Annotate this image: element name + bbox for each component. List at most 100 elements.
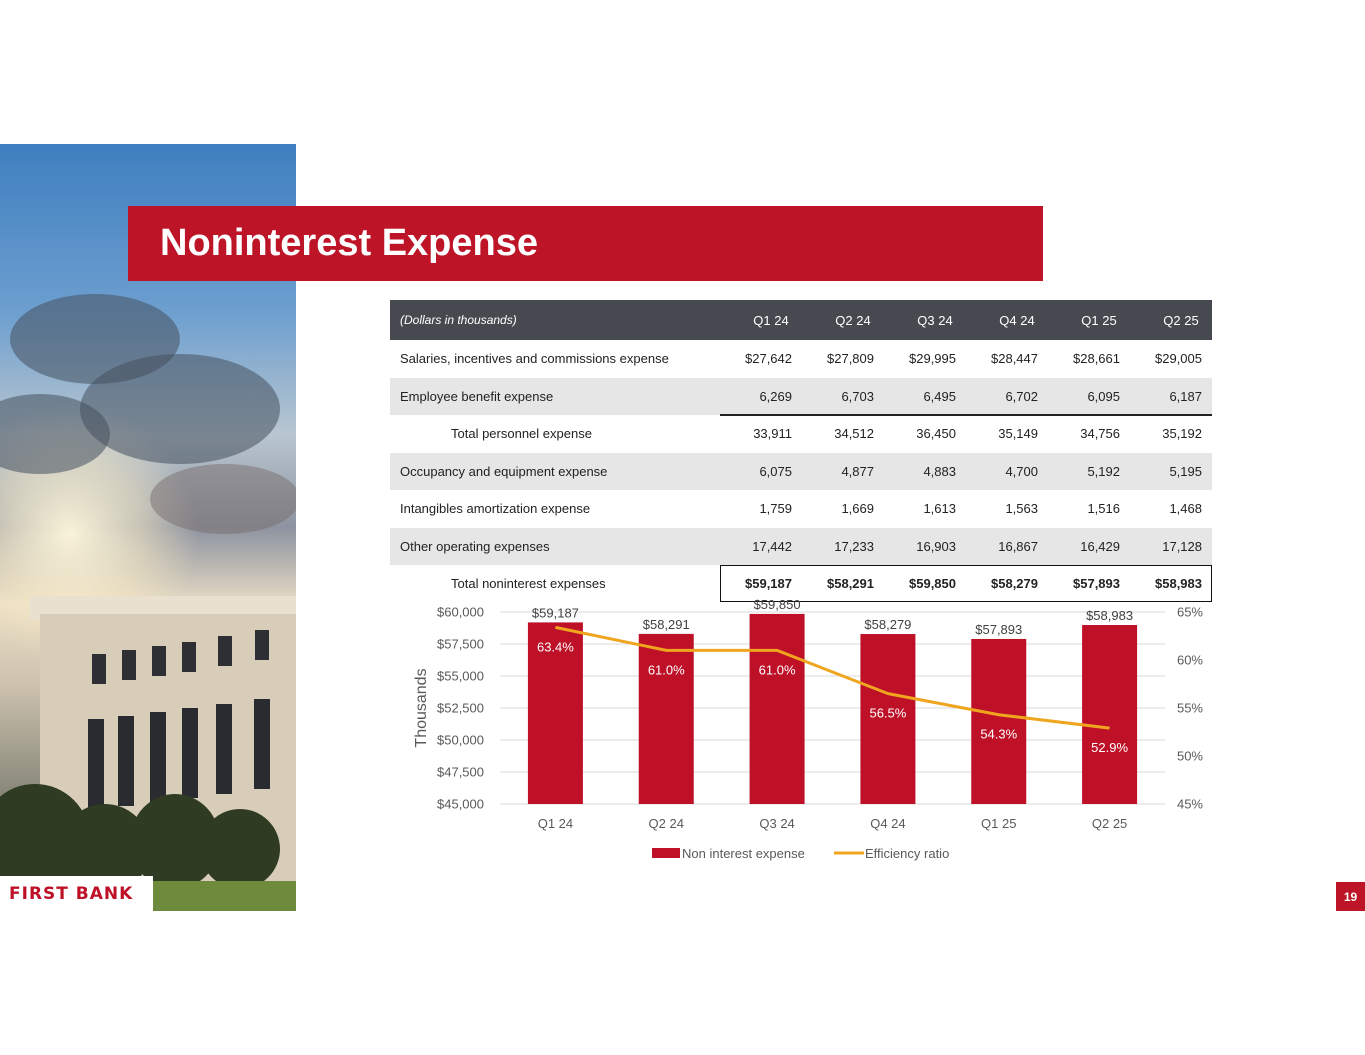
legend-label: Efficiency ratio [865,846,949,861]
line-data-label: 54.3% [980,727,1017,742]
column-header: Q3 24 [917,312,953,328]
table-row: Intangibles amortization expense 1,759 1… [390,490,1212,528]
bar [1082,625,1138,804]
table-row: Other operating expenses 17,442 17,233 1… [390,527,1212,565]
y-tick-label: $55,000 [437,669,484,684]
bar-data-label: $58,983 [1086,608,1133,623]
subtotal-rule [720,414,1212,416]
bar-data-label: $57,893 [975,622,1022,637]
table-cell: $29,995 [909,351,956,367]
table-cell: 33,911 [753,426,792,442]
table-row: Salaries, incentives and commissions exp… [390,340,1212,378]
row-label: Other operating expenses [400,538,550,554]
table-header-label: (Dollars in thousands) [400,313,517,327]
page-title: Noninterest Expense [160,222,538,264]
column-header: Q4 24 [999,312,1035,328]
table-cell: 16,867 [998,538,1038,554]
x-tick-label: Q2 24 [649,816,684,831]
table-cell: $27,642 [745,351,792,367]
table-cell: 6,703 [841,388,874,404]
line-data-label: 61.0% [648,662,685,677]
y2-tick-label: 50% [1177,749,1203,764]
table-cell: $59,850 [909,576,956,591]
title-bar: Noninterest Expense [128,206,1043,281]
table-cell: 1,516 [1087,501,1120,517]
table-cell: $29,005 [1155,351,1202,367]
table-cell: $57,893 [1073,576,1120,591]
y2-tick-label: 60% [1177,653,1203,668]
table-cell: 17,442 [752,538,792,554]
table-cell: 6,187 [1169,388,1202,404]
table-cell: $28,661 [1073,351,1120,367]
column-header: Q2 25 [1163,312,1199,328]
table-cell: 1,613 [923,501,956,517]
legend-swatch-bar [652,848,680,858]
table-cell: 1,468 [1169,501,1202,517]
bar-data-label: $59,187 [532,605,579,620]
table-cell: 6,495 [923,388,956,404]
bar-data-label: $59,850 [754,597,801,612]
table-cell: 1,759 [759,501,792,517]
y-axis-title: Thousands [413,668,430,747]
table-header: (Dollars in thousands) Q1 24 Q2 24 Q3 24… [390,300,1212,340]
table-cell: 16,903 [916,538,956,554]
table-cell: 16,429 [1080,538,1120,554]
table-total-row: Total noninterest expenses $59,187 $58,2… [390,565,1212,602]
table-cell: 6,095 [1087,388,1120,404]
y-tick-label: $57,500 [437,637,484,652]
logo-text: FIRST BANK [9,883,134,904]
line-data-label: 56.5% [869,706,906,721]
table-row: Total personnel expense 33,911 34,512 36… [390,414,1212,453]
bar [638,633,694,804]
bar [749,613,805,804]
line-data-label: 63.4% [537,639,574,654]
table-cell: 17,128 [1162,538,1202,554]
total-box [720,565,1212,602]
table-cell: $58,983 [1155,576,1202,591]
table-cell: $27,809 [827,351,874,367]
column-header: Q1 25 [1081,312,1117,328]
page-number: 19 [1336,882,1365,911]
bar [971,638,1027,804]
table-cell: 34,756 [1080,426,1120,442]
line-data-label: 61.0% [759,662,796,677]
y-tick-label: $52,500 [437,701,484,716]
table-cell: $58,279 [991,576,1038,591]
column-header: Q1 24 [753,312,789,328]
x-tick-label: Q2 25 [1092,816,1127,831]
table-cell: 6,075 [759,463,792,479]
logo: FIRST BANK [0,876,153,911]
y-tick-label: $50,000 [437,733,484,748]
table-cell: 1,563 [1005,501,1038,517]
table-cell: 4,883 [923,463,956,479]
table-cell: $58,291 [827,576,874,591]
table-cell: 35,192 [1162,426,1202,442]
expense-chart: $45,000 $47,500 $50,000 $52,500 $55,000 $57,5… [413,597,1203,861]
y-tick-label: $47,500 [437,765,484,780]
row-label: Occupancy and equipment expense [400,463,608,479]
x-tick-label: Q1 24 [538,816,573,831]
table-cell: 36,450 [916,426,956,442]
table-cell: 5,195 [1169,463,1202,479]
table-cell: 6,702 [1005,388,1038,404]
row-label: Total noninterest expenses [451,576,606,591]
y2-tick-label: 65% [1177,605,1203,620]
bar [527,622,583,804]
table-cell: 34,512 [834,426,874,442]
row-label: Employee benefit expense [400,388,554,404]
table-cell: 17,233 [834,538,874,554]
y-tick-label: $45,000 [437,797,484,812]
table-cell: $28,447 [991,351,1038,367]
x-tick-label: Q3 24 [759,816,794,831]
table-cell: 6,269 [759,388,792,404]
x-tick-label: Q4 24 [870,816,905,831]
bar [860,634,916,804]
table-cell: 5,192 [1087,463,1120,479]
line-data-label: 52.9% [1091,740,1128,755]
y2-tick-label: 55% [1177,701,1203,716]
row-label: Intangibles amortization expense [400,501,591,517]
table-cell: 35,149 [998,426,1038,442]
column-header: Q2 24 [835,312,871,328]
bar-data-label: $58,291 [643,617,690,632]
row-label: Total personnel expense [451,426,592,442]
